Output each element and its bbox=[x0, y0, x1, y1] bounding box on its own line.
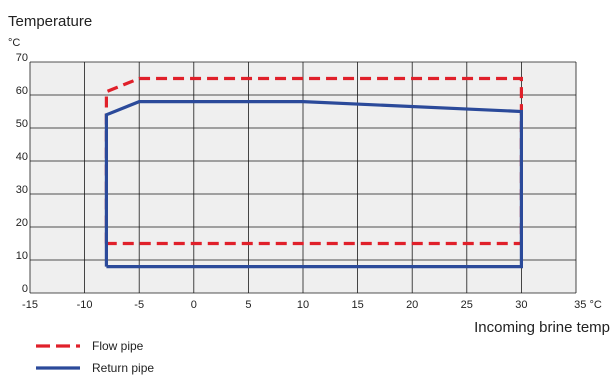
legend-label: Flow pipe bbox=[92, 339, 144, 353]
x-tick-label: 10 bbox=[297, 299, 309, 311]
x-tick-label: 35 °C bbox=[574, 299, 602, 311]
x-tick-label: 30 bbox=[515, 299, 527, 311]
x-tick-label: 20 bbox=[406, 299, 418, 311]
y-tick-label: 20 bbox=[16, 217, 28, 229]
y-tick-label: 60 bbox=[16, 85, 28, 97]
x-tick-label: 0 bbox=[191, 299, 197, 311]
legend-label: Return pipe bbox=[92, 361, 154, 375]
x-tick-label: -10 bbox=[77, 299, 93, 311]
chart-title: Temperature bbox=[8, 13, 92, 30]
x-tick-label: -15 bbox=[22, 299, 38, 311]
x-tick-label: 5 bbox=[245, 299, 251, 311]
x-tick-label: -5 bbox=[134, 299, 144, 311]
y-tick-label: 30 bbox=[16, 184, 28, 196]
x-tick-label: 15 bbox=[351, 299, 363, 311]
y-tick-label: 50 bbox=[16, 118, 28, 130]
y-tick-label: 10 bbox=[16, 250, 28, 262]
y-unit-label: °C bbox=[8, 37, 20, 49]
x-axis-title: Incoming brine temp bbox=[474, 319, 610, 336]
y-tick-label: 0 bbox=[22, 283, 28, 295]
x-tick-label: 25 bbox=[461, 299, 473, 311]
y-tick-label: 40 bbox=[16, 151, 28, 163]
y-tick-label: 70 bbox=[16, 52, 28, 64]
